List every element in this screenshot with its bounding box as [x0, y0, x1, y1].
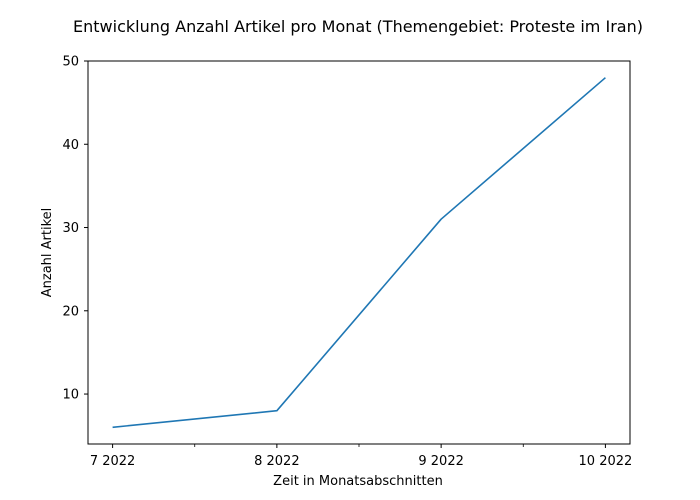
plot-frame [87, 60, 631, 445]
y-tick-label: 30 [62, 221, 79, 236]
chart-title: Entwicklung Anzahl Artikel pro Monat (Th… [73, 17, 643, 36]
series-line [112, 77, 606, 429]
x-axis-ticks: 7 2022 8 2022 9 2022 10 2022 [90, 444, 632, 469]
x-axis-label: Zeit in Monatsabschnitten [273, 474, 443, 489]
x-tick-label: 9 2022 [418, 454, 464, 469]
y-axis-label: Anzahl Artikel [40, 208, 55, 298]
y-tick-label: 40 [62, 138, 79, 153]
plot-area: 10 20 30 40 50 7 2022 8 2022 9 2022 10 2022 [62, 55, 632, 470]
x-tick-label: 8 2022 [254, 454, 300, 469]
x-tick-label: 7 2022 [90, 454, 136, 469]
y-tick-label: 50 [62, 55, 79, 70]
series-layer [112, 77, 606, 429]
y-tick-label: 20 [62, 304, 79, 319]
y-tick-label: 10 [62, 388, 79, 403]
x-tick-label: 10 2022 [579, 454, 633, 469]
y-axis-ticks: 10 20 30 40 50 [62, 55, 88, 403]
